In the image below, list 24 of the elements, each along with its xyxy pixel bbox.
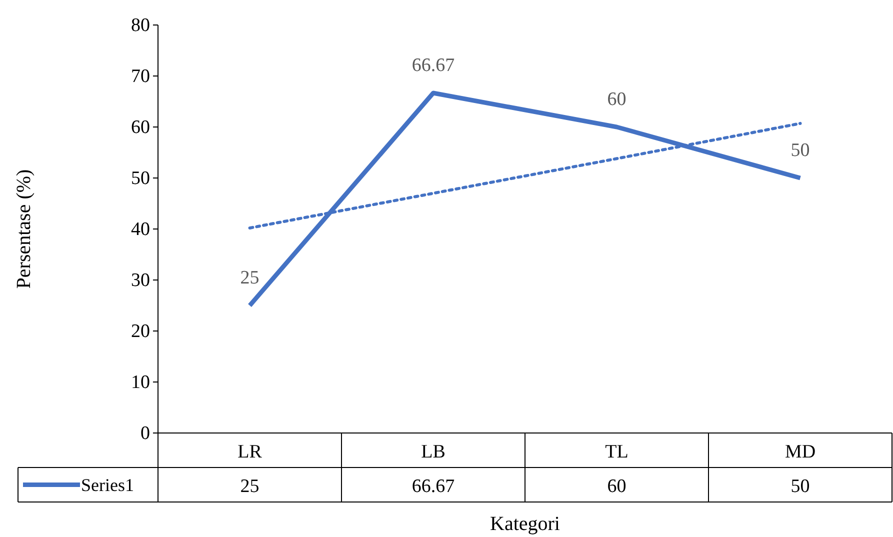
y-axis-title: Persentase (%) <box>13 169 35 289</box>
x-tick-label: LR <box>238 441 262 462</box>
text: 25 <box>240 268 260 288</box>
data-label: 66.67 <box>412 476 455 497</box>
y-tick-label: 70 <box>131 66 150 88</box>
y-tick-label: 80 <box>131 15 150 36</box>
y-tick-label: 40 <box>131 219 150 240</box>
data-label: 25 <box>240 476 260 497</box>
legend-label: Series1 <box>81 474 134 495</box>
x-axis-title: Kategori <box>490 513 560 535</box>
text: 50 <box>790 140 810 161</box>
y-tick-label: 50 <box>131 168 150 190</box>
data-label: 60 <box>607 476 626 497</box>
x-tick-label: MD <box>784 441 816 462</box>
data-label: 50 <box>790 476 810 497</box>
text: 60 <box>607 89 626 110</box>
x-tick-label: TL <box>605 441 628 462</box>
y-tick-label: 20 <box>131 321 150 342</box>
y-tick-label: 30 <box>131 270 150 292</box>
y-tick-label: 60 <box>131 117 150 138</box>
y-tick-label: 10 <box>131 372 150 394</box>
text: 66.67 <box>412 54 455 76</box>
y-tick-label: 0 <box>140 423 150 444</box>
x-tick-label: LB <box>421 441 446 462</box>
